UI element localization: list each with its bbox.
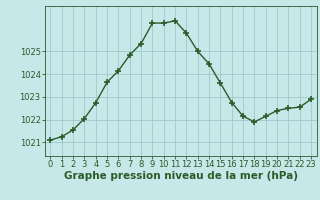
X-axis label: Graphe pression niveau de la mer (hPa): Graphe pression niveau de la mer (hPa) xyxy=(64,171,298,181)
